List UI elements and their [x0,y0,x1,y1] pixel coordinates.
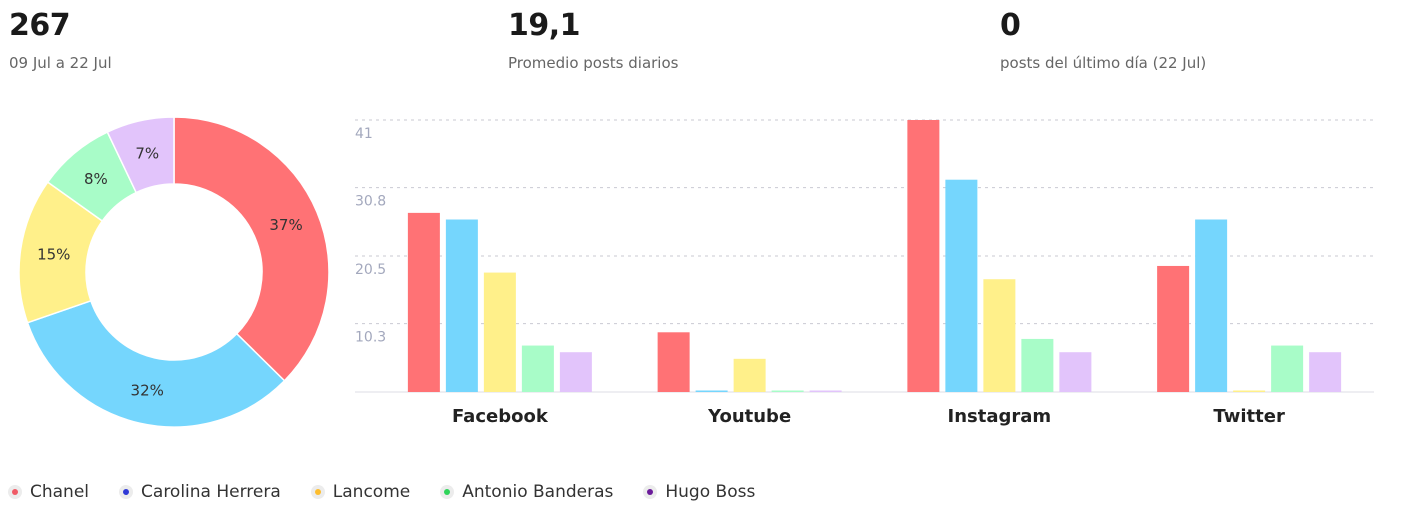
stat-value: 267 [9,8,71,43]
bar-instagram-hugo-boss[interactable] [1059,352,1092,392]
legend-dot [643,485,658,499]
stat-label: Promedio posts diarios [508,54,679,72]
stat-daily-average: 19,1 Promedio posts diarios [508,6,678,72]
bar-facebook-carolina-herrera[interactable] [445,219,478,392]
chart-legend: Chanel Carolina Herrera Lancome Antonio … [8,482,785,502]
legend-label: Carolina Herrera [141,482,281,502]
x-tick-label: Facebook [452,406,549,427]
stat-value: 19,1 [508,8,581,43]
legend-item-carolina-herrera[interactable]: Carolina Herrera [119,482,281,502]
legend-label: Antonio Banderas [462,482,614,502]
stat-last-day-posts: 0 posts del último día (22 Jul) [1000,6,1206,72]
donut-slice-label: 7% [135,144,159,162]
bar-twitter-antonio-banderas[interactable] [1271,345,1304,392]
bar-twitter-chanel[interactable] [1157,265,1190,392]
bar-twitter-lancome[interactable] [1233,390,1266,393]
donut-chart: 37% 32% 15% 8% 7% [18,116,330,428]
donut-slice-label: 15% [37,246,70,264]
donut-slice-label: 32% [131,382,164,400]
x-tick-label: Instagram [948,406,1052,427]
y-tick-label: 20.5 [355,262,386,278]
donut-slice-label: 37% [269,216,302,234]
bar-twitter-hugo-boss[interactable] [1309,352,1342,392]
x-tick-label: Twitter [1213,406,1285,427]
legend-label: Lancome [332,482,411,502]
donut-slice-carolina-herrera[interactable] [26,299,286,428]
bar-instagram-antonio-banderas[interactable] [1021,338,1054,392]
donut-slice-label: 8% [84,170,108,188]
bar-instagram-lancome[interactable] [983,279,1016,392]
bar-youtube-hugo-boss[interactable] [809,390,842,393]
stat-label: posts del último día (22 Jul) [1000,54,1207,72]
bar-youtube-lancome[interactable] [733,358,766,392]
bar-facebook-lancome[interactable] [483,272,516,392]
stat-value: 0 [1000,8,1021,43]
legend-item-lancome[interactable]: Lancome [310,482,411,502]
legend-label: Chanel [30,482,90,502]
donut-slice-chanel[interactable] [173,116,330,382]
bar-youtube-antonio-banderas[interactable] [771,390,804,393]
legend-item-hugo-boss[interactable]: Hugo Boss [643,482,755,502]
bar-instagram-chanel[interactable] [907,120,940,392]
y-tick-label: 10.3 [355,330,386,346]
bar-instagram-carolina-herrera[interactable] [945,179,978,392]
bar-facebook-chanel[interactable] [407,212,440,392]
bar-chart: 10.3 20.5 30.8 41 Facebook Youtube Instagram Tw… [355,119,1374,427]
stat-total-posts: 267 09 Jul a 22 Jul [9,6,112,72]
legend-dot [440,485,455,499]
legend-dot [119,485,134,499]
bar-facebook-antonio-banderas[interactable] [521,345,554,392]
y-tick-label: 41 [355,126,373,142]
bar-youtube-chanel[interactable] [657,332,690,392]
legend-label: Hugo Boss [665,482,756,502]
y-tick-label: 30.8 [355,194,386,210]
legend-item-chanel[interactable]: Chanel [8,482,89,502]
legend-item-antonio-banderas[interactable]: Antonio Banderas [440,482,613,502]
stat-label: 09 Jul a 22 Jul [9,54,112,72]
bar-youtube-carolina-herrera[interactable] [695,390,728,393]
x-tick-label: Youtube [707,406,791,427]
bar-twitter-carolina-herrera[interactable] [1195,219,1228,392]
donut-slice-hugo-boss[interactable] [106,116,175,194]
legend-dot [8,485,22,499]
legend-dot [310,485,325,499]
bar-facebook-hugo-boss[interactable] [559,352,592,392]
